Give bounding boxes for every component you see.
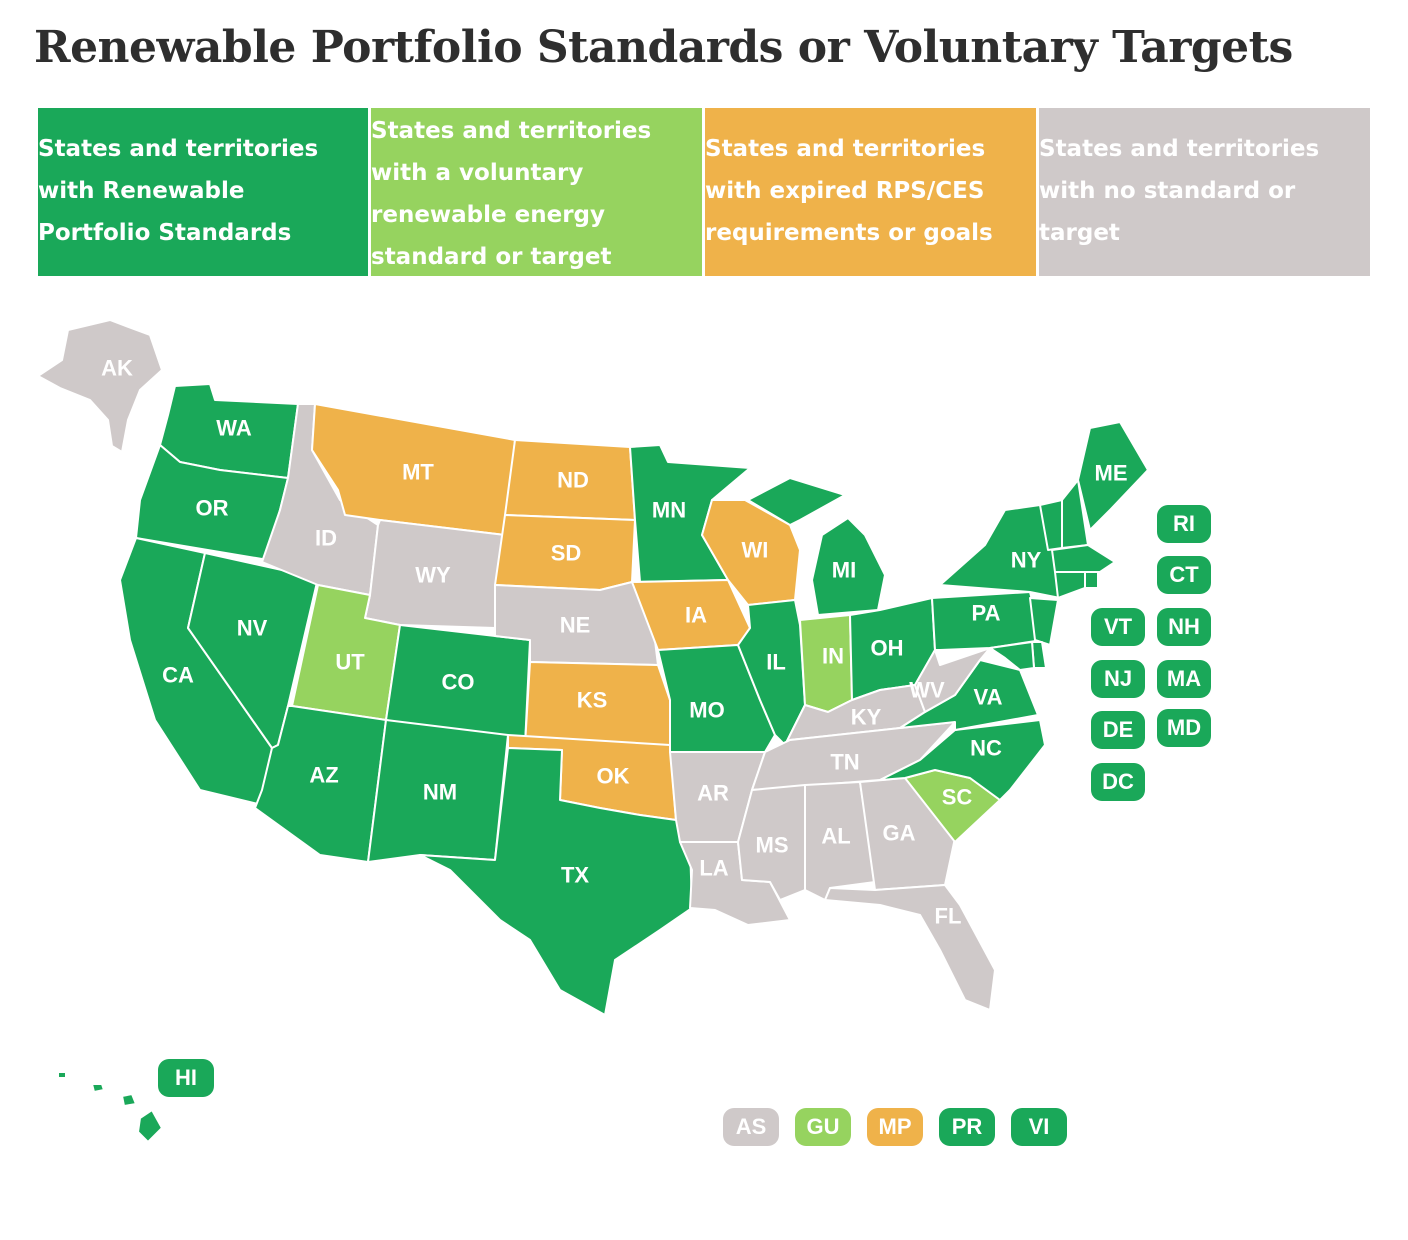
label-AK: AK xyxy=(101,356,133,381)
chip-MA[interactable]: MA xyxy=(1157,660,1211,698)
label-NY: NY xyxy=(1011,548,1042,573)
label-NV: NV xyxy=(237,616,268,641)
chip-HI[interactable]: HI xyxy=(158,1059,214,1097)
state-MI-lower[interactable] xyxy=(811,517,886,616)
chip-NH[interactable]: NH xyxy=(1157,608,1211,646)
territory-PR[interactable]: PR xyxy=(939,1108,995,1146)
legend-rps: States and territories with Renewable Po… xyxy=(38,108,368,276)
state-MA[interactable] xyxy=(1051,544,1116,573)
state-NJ[interactable] xyxy=(1029,597,1059,646)
chip-VT[interactable]: VT xyxy=(1091,608,1145,646)
legend-rps-text: States and territories with Renewable Po… xyxy=(38,136,319,246)
territory-MP[interactable]: MP xyxy=(867,1108,923,1146)
legend-none: States and territories with no standard … xyxy=(1039,108,1370,276)
label-NC: NC xyxy=(970,736,1002,761)
chip-DC[interactable]: DC xyxy=(1091,763,1145,801)
territory-VI[interactable]: VI xyxy=(1011,1108,1067,1146)
label-MT: MT xyxy=(402,460,434,485)
legend-none-text: States and territories with no standard … xyxy=(1039,136,1320,246)
label-IL: IL xyxy=(766,650,786,675)
label-OK: OK xyxy=(597,764,630,789)
label-PA: PA xyxy=(972,601,1001,626)
label-SD: SD xyxy=(551,541,582,566)
state-WV[interactable] xyxy=(914,647,991,713)
chip-DE[interactable]: DE xyxy=(1091,711,1145,749)
legend-expired: States and territories with expired RPS/… xyxy=(705,108,1036,276)
label-OR: OR xyxy=(196,496,229,521)
state-TX[interactable] xyxy=(419,747,693,1016)
state-ME[interactable] xyxy=(1077,421,1149,531)
state-labels: AK WA OR CA NV ID MT WY UT AZ CO NM ND S… xyxy=(101,356,1127,929)
label-ID: ID xyxy=(315,526,337,551)
legend-voluntary: States and territories with a voluntary … xyxy=(371,108,702,276)
state-NC[interactable] xyxy=(879,719,1046,801)
chip-MD[interactable]: MD xyxy=(1157,709,1211,747)
label-SC: SC xyxy=(942,785,973,810)
label-KS: KS xyxy=(577,688,608,713)
label-NM: NM xyxy=(423,780,457,805)
label-TX: TX xyxy=(561,863,589,888)
label-MN: MN xyxy=(652,498,686,523)
label-TN: TN xyxy=(830,750,859,775)
state-CT[interactable] xyxy=(1054,571,1086,599)
label-LA: LA xyxy=(699,856,728,881)
label-IN: IN xyxy=(822,644,844,669)
label-AR: AR xyxy=(697,781,729,806)
state-MD[interactable] xyxy=(989,641,1035,671)
label-NE: NE xyxy=(560,613,591,638)
label-VA: VA xyxy=(974,685,1003,710)
label-AL: AL xyxy=(821,824,850,849)
label-CA: CA xyxy=(162,663,194,688)
label-OH: OH xyxy=(871,636,904,661)
state-FL[interactable] xyxy=(824,884,996,1011)
label-UT: UT xyxy=(335,650,365,675)
state-IL[interactable] xyxy=(737,599,806,746)
territory-GU[interactable]: GU xyxy=(795,1108,851,1146)
label-AZ: AZ xyxy=(309,763,338,788)
chip-RI[interactable]: RI xyxy=(1157,505,1211,543)
label-KY: KY xyxy=(851,705,882,730)
label-GA: GA xyxy=(883,821,916,846)
label-WA: WA xyxy=(216,416,252,441)
label-CO: CO xyxy=(442,670,475,695)
chip-CT[interactable]: CT xyxy=(1157,556,1211,594)
label-ME: ME xyxy=(1095,461,1128,486)
label-MI: MI xyxy=(832,558,856,583)
label-IA: IA xyxy=(685,603,707,628)
label-ND: ND xyxy=(557,468,589,493)
label-WI: WI xyxy=(742,538,769,563)
territory-AS[interactable]: AS xyxy=(723,1108,779,1146)
state-AK[interactable] xyxy=(37,319,163,453)
label-FL: FL xyxy=(935,904,962,929)
state-MI-upper[interactable] xyxy=(747,477,846,526)
label-MO: MO xyxy=(689,698,724,723)
legend-voluntary-text: States and territories with a voluntary … xyxy=(371,118,652,270)
label-MS: MS xyxy=(756,833,789,858)
page-title: Renewable Portfolio Standards or Volunta… xyxy=(34,22,1293,73)
legend-expired-text: States and territories with expired RPS/… xyxy=(705,136,993,246)
label-WV: WV xyxy=(909,678,945,703)
state-HI[interactable] xyxy=(57,1071,163,1143)
label-WY: WY xyxy=(415,563,451,588)
state-RI[interactable] xyxy=(1084,571,1099,589)
chip-NJ[interactable]: NJ xyxy=(1091,660,1145,698)
